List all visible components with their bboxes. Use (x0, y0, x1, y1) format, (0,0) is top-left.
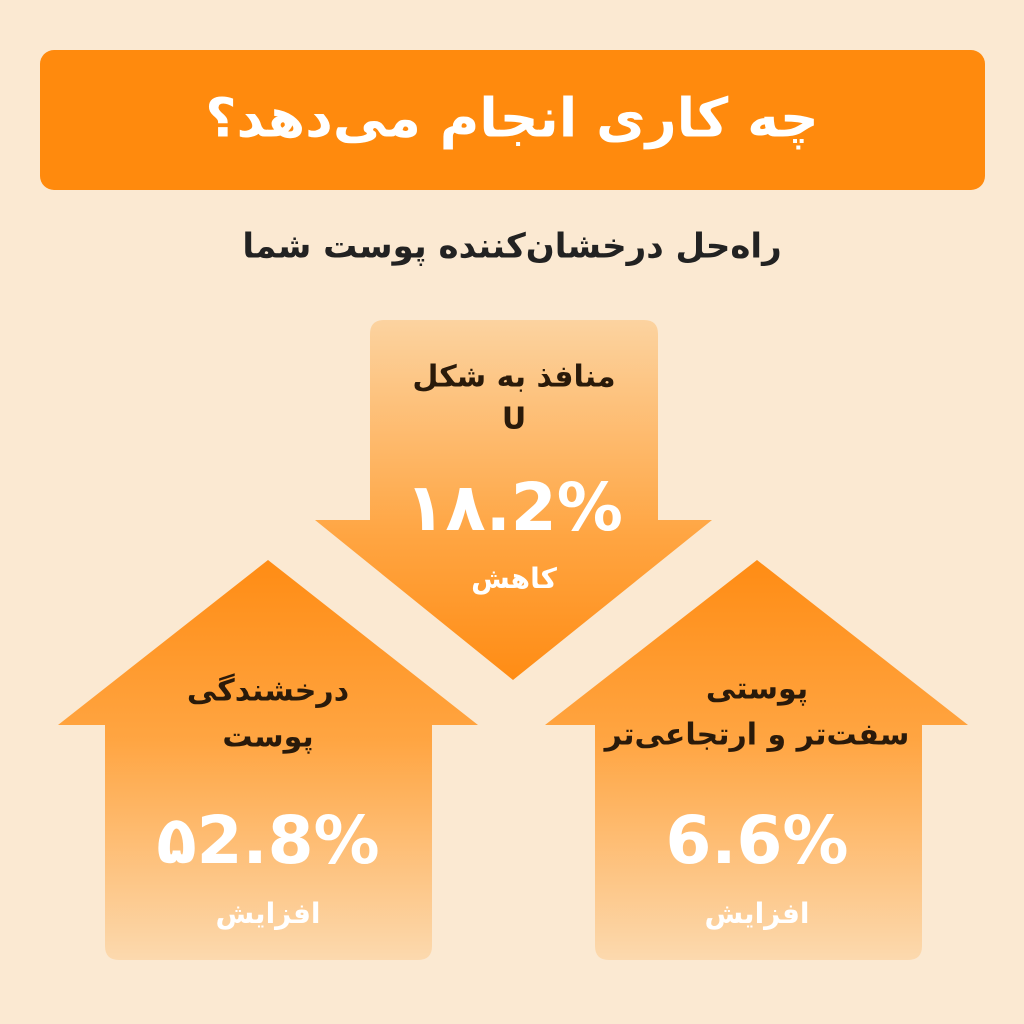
item-label: سفت‌تر و ارتجاعی‌تر (603, 718, 910, 753)
title: چه کاری انجام می‌دهد؟ (205, 87, 819, 150)
item-value: 6.6% (665, 802, 848, 879)
subtitle: راه‌حل درخشان‌کننده پوست شما (242, 227, 781, 267)
item-note: افزایش (215, 897, 320, 930)
up-arrow (545, 560, 968, 960)
item-label: U (502, 402, 526, 437)
up-arrow (58, 560, 478, 960)
down-arrow (315, 320, 712, 680)
item-label: درخشندگی (187, 673, 349, 709)
item-note: افزایش (704, 897, 809, 930)
item-value: ۱۸.2% (405, 469, 623, 546)
item-note: کاهش (471, 562, 558, 595)
header-bar (40, 50, 985, 190)
item-label: پوست (222, 720, 313, 755)
item-label: پوستی (706, 672, 808, 707)
item-label: منافذ به شکل (412, 360, 615, 395)
item-value: ۵2.8% (156, 802, 379, 879)
